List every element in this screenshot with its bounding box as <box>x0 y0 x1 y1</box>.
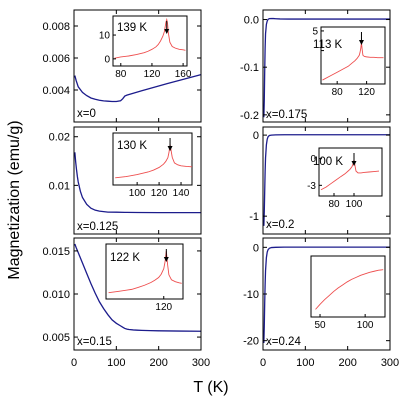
main-series-line <box>263 246 390 344</box>
panel-3: 0.005 0.010 0.015 0 100 200 300 x=0.15 120 122 K <box>42 237 210 369</box>
panel-frame <box>73 9 202 123</box>
peak-arrow-icon <box>164 21 170 34</box>
inset-y-tick-label: 10 <box>99 31 111 42</box>
inset-series-line <box>108 250 182 294</box>
panel-label: x=0.15 <box>77 336 112 348</box>
inset-2: 100 120 140 130 K <box>112 132 193 199</box>
inset-x-tick-label: 80 <box>332 87 344 98</box>
inset-x-tick-label: 100 <box>357 320 374 331</box>
main-series-line <box>74 74 202 103</box>
panel-frame <box>262 126 391 235</box>
inset-y-tick-label: 5 <box>312 26 318 37</box>
peak-arrow-icon <box>163 249 169 262</box>
inset-x-tick-label: 120 <box>155 302 172 313</box>
inset-frame <box>112 15 188 67</box>
y-tick-label: -1 <box>249 211 259 223</box>
inset-x-tick-label: 140 <box>173 188 190 199</box>
inset-6: 50 100 <box>310 255 386 331</box>
inset-series-line <box>322 42 384 81</box>
inset-x-tick-label: 80 <box>328 199 340 210</box>
panel-label: x=0.125 <box>77 221 118 233</box>
y-tick-label: -0.2 <box>240 110 259 122</box>
peak-arrow-icon <box>358 32 364 45</box>
inset-frame <box>310 255 386 318</box>
inset-peak-label: 139 K <box>117 22 147 34</box>
inset-series-line <box>114 17 186 59</box>
y-tick-label: 0.010 <box>42 289 70 301</box>
y-tick-label: 0.0 <box>244 15 259 27</box>
x-tick-label: 0 <box>260 357 266 369</box>
y-axis-title: Magnetization (emu/g) <box>6 120 23 279</box>
y-tick-label: 0.004 <box>42 85 70 97</box>
panel-label: x=0.24 <box>266 336 301 348</box>
y-tick-label: 0.008 <box>42 21 70 33</box>
panel-4: 0.0 -0.1 -0.2 x=0.175 80 120 5 113 K <box>240 9 391 123</box>
inset-4: 80 120 5 113 K <box>312 26 386 98</box>
y-tick-label: 0.005 <box>42 332 70 344</box>
main-series-line <box>74 243 202 332</box>
panel-frame <box>262 9 391 123</box>
inset-peak-label: 100 K <box>313 156 343 168</box>
x-tick-label: 100 <box>296 357 314 369</box>
y-tick-label: 0.015 <box>42 246 70 258</box>
panel-2: 0.01 0.02 x=0.125 100 120 140 130 K <box>49 126 202 235</box>
inset-x-tick-label: 120 <box>151 188 168 199</box>
x-tick-label: 300 <box>192 357 210 369</box>
y-tick-label: 0.02 <box>49 132 70 144</box>
x-axis-title: T (K) <box>193 379 228 396</box>
inset-peak-label: 122 K <box>110 252 140 264</box>
y-tick-label: 0.006 <box>42 53 70 65</box>
inset-y-tick-label: 0 <box>310 154 316 165</box>
main-series-line <box>74 152 201 214</box>
inset-y-tick-label: -3 <box>307 181 316 192</box>
y-tick-label: 0 <box>253 130 259 142</box>
inset-frame <box>105 243 184 300</box>
inset-peak-label: 113 K <box>313 39 343 51</box>
y-tick-label: -0.1 <box>240 62 259 74</box>
panel-5: 0 -1 x=0.2 80 100 0 -3 100 K <box>249 126 391 235</box>
main-series-line <box>263 134 390 226</box>
inset-x-tick-label: 160 <box>175 69 192 80</box>
y-tick-label: 0.01 <box>49 180 70 192</box>
y-tick-label: 0 <box>253 242 259 254</box>
x-tick-label: 200 <box>149 357 167 369</box>
inset-1: 80 120 160 0 10 139 K <box>99 15 192 80</box>
inset-5: 80 100 0 -3 100 K <box>307 147 383 210</box>
inset-x-tick-label: 120 <box>358 87 375 98</box>
inset-x-tick-label: 120 <box>144 69 161 80</box>
x-tick-label: 0 <box>71 357 77 369</box>
panel-label: x=0.2 <box>266 219 294 231</box>
x-tick-label: 100 <box>107 357 125 369</box>
panel-1: 0.004 0.006 0.008 x=0 80 120 160 0 10 139 K <box>42 9 202 123</box>
panel-frame <box>73 126 202 235</box>
inset-frame <box>320 26 386 85</box>
peak-arrow-icon <box>351 153 357 166</box>
inset-3: 120 122 K <box>105 243 184 313</box>
x-tick-label: 200 <box>338 357 356 369</box>
inset-x-tick-label: 100 <box>346 199 363 210</box>
inset-x-tick-label: 50 <box>314 320 326 331</box>
y-tick-label: -20 <box>243 336 259 348</box>
main-series-line <box>263 17 390 118</box>
inset-x-tick-label: 100 <box>129 188 146 199</box>
panel-label: x=0 <box>77 108 96 120</box>
peak-arrow-icon <box>167 138 173 151</box>
x-tick-label: 300 <box>381 357 399 369</box>
inset-series-line <box>115 144 193 179</box>
inset-y-tick-label: 0 <box>104 54 110 65</box>
inset-series-line <box>315 269 384 310</box>
y-tick-label: -10 <box>243 289 259 301</box>
panel-label: x=0.175 <box>266 109 307 121</box>
inset-x-tick-label: 80 <box>115 69 127 80</box>
inset-peak-label: 130 K <box>117 140 147 152</box>
